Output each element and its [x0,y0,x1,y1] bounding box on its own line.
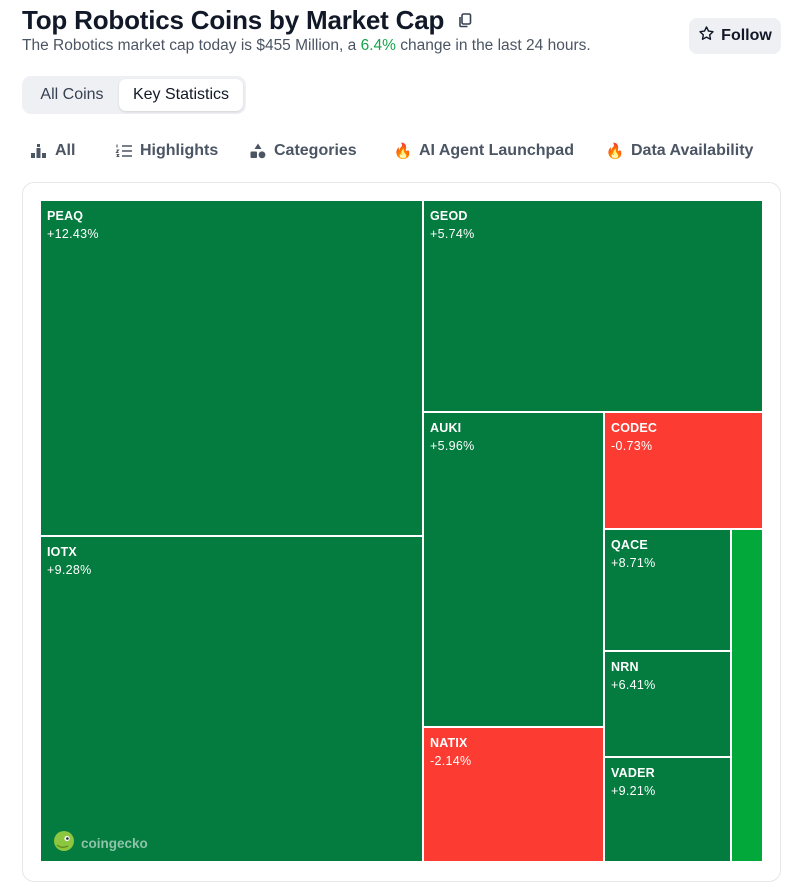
coin-change: +8.71% [611,556,656,570]
title-row: Top Robotics Coins by Market Cap [22,4,474,36]
watermark-text: coingecko [81,836,148,851]
market-cap-summary: The Robotics market cap today is $455 Mi… [22,37,591,55]
coin-symbol: CODEC [611,421,658,435]
follow-label: Follow [721,27,772,44]
market-cap-change: 6.4% [360,37,396,54]
treemap: PEAQ +12.43% IOTX +9.28% GEOD +5.74% AUK… [40,200,763,862]
coin-change: +9.28% [47,563,92,577]
follow-button[interactable]: Follow [689,18,781,54]
tile-iotx[interactable]: IOTX +9.28% [40,536,423,862]
filter-label: AI Agent Launchpad [419,142,574,159]
fire-icon: 🔥 [393,142,413,160]
tile-unlabeled[interactable] [731,529,763,862]
numbered-list-icon [115,142,133,160]
filter-label: Data Availability [631,142,754,159]
tile-geod[interactable]: GEOD +5.74% [423,200,763,412]
filter-label: Highlights [140,142,219,159]
tile-qace[interactable]: QACE +8.71% [604,529,731,651]
filter-categories[interactable]: Categories [249,138,357,164]
filter-ai-agent-launchpad[interactable]: 🔥 AI Agent Launchpad [394,138,574,164]
tile-nrn[interactable]: NRN +6.41% [604,651,731,757]
shapes-icon [249,142,267,160]
filter-highlights[interactable]: Highlights [115,138,218,164]
coin-change: -0.73% [611,439,653,453]
coin-symbol: AUKI [430,421,462,435]
summary-prefix: The Robotics market cap today is $455 Mi… [22,37,361,54]
tile-peaq[interactable]: PEAQ +12.43% [40,200,423,536]
coin-change: +12.43% [47,227,99,241]
coin-change: +6.41% [611,678,656,692]
tile-codec[interactable]: CODEC -0.73% [604,412,763,529]
view-toggle: All Coins Key Statistics [22,76,246,114]
tile-auki[interactable]: AUKI +5.96% [423,412,604,727]
filter-data-availability[interactable]: 🔥 Data Availability [605,138,754,164]
coin-change: +9.21% [611,784,656,798]
tile-natix[interactable]: NATIX -2.14% [423,727,604,862]
coin-change: -2.14% [430,754,472,768]
filter-all[interactable]: All [30,138,75,164]
copy-icon[interactable] [456,11,474,29]
filter-label: Categories [274,142,357,159]
coin-symbol: NATIX [430,736,468,750]
tab-all-coins[interactable]: All Coins [40,86,104,103]
tile-vader[interactable]: VADER +9.21% [604,757,731,862]
coin-symbol: GEOD [430,209,468,223]
page-title: Top Robotics Coins by Market Cap [22,4,445,35]
tab-key-statistics[interactable]: Key Statistics [119,79,243,111]
summary-suffix: change in the last 24 hours. [395,37,591,54]
fire-icon: 🔥 [605,142,625,160]
coin-change: +5.96% [430,439,475,453]
coin-symbol: NRN [611,660,639,674]
coin-symbol: PEAQ [47,209,84,223]
coingecko-watermark: coingecko [53,830,148,857]
coin-change: +5.74% [430,227,475,241]
coin-symbol: QACE [611,538,648,552]
star-icon [698,25,715,47]
bar-chart-icon [30,142,48,160]
category-filters: All Highlights Categories 🔥 AI Agent Lau… [30,138,770,164]
gecko-logo-icon [53,830,75,857]
coin-symbol: VADER [611,766,655,780]
filter-label: All [55,142,76,159]
coin-symbol: IOTX [47,545,77,559]
